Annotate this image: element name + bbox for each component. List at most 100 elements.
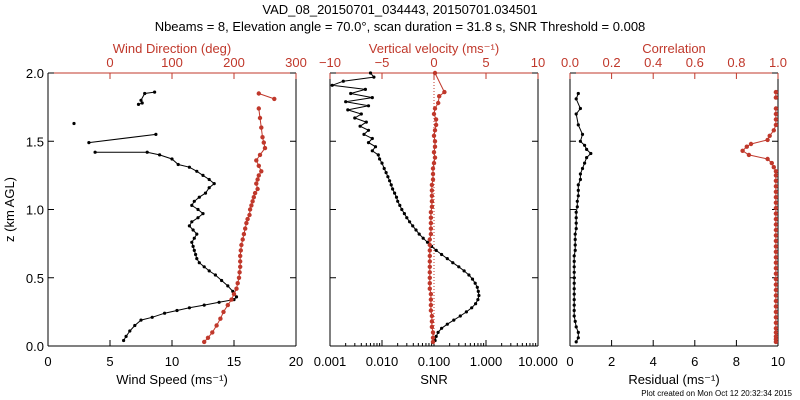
panel3-series1-point: [574, 221, 578, 225]
panel3-series2-point: [773, 227, 779, 233]
panel3-series2-point: [773, 122, 779, 128]
panel1-top-tick-label: 0: [106, 55, 113, 70]
panel2-series1-point: [477, 293, 481, 298]
panel1-series1-point: [143, 91, 147, 96]
panel3-series2-point: [771, 165, 776, 170]
panel1-top-tick-label: 200: [223, 55, 245, 70]
panel1-series2-point: [252, 190, 258, 196]
panel2-series1-point: [464, 310, 468, 314]
panel3-series2-point: [773, 117, 779, 122]
panel2-series2-point: [427, 270, 432, 275]
panel2-series1-point: [394, 195, 399, 199]
panel3-series1-point: [572, 270, 576, 274]
panel1-series1-point: [154, 132, 158, 136]
panel1-series1-point: [191, 244, 195, 248]
panel3-series1-point: [572, 265, 576, 269]
panel1-series1-point: [176, 162, 180, 167]
panel3-series1-point: [578, 177, 583, 182]
panel1-series2-point: [260, 135, 265, 140]
panel3-series2-point: [773, 315, 779, 320]
panel2-series1-point: [408, 220, 412, 224]
panel3-series1-point: [576, 188, 580, 192]
panel2-series2-point: [427, 281, 432, 286]
panel2-top-axis-label: Vertical velocity (ms⁻¹): [369, 41, 499, 56]
panel2-series2-point: [429, 313, 435, 319]
panel1-series1-point: [226, 284, 230, 288]
panel2-series1-point: [421, 236, 425, 240]
plot-footer: Plot created on Mon Oct 12 20:32:34 2015: [641, 389, 792, 398]
panel1-series2-point: [247, 212, 252, 218]
panel2-series2-point: [432, 139, 438, 144]
panel1-series2-point: [256, 173, 261, 178]
ytick-label: 2.0: [26, 66, 44, 81]
panel2-series1-point: [380, 161, 384, 165]
panel1-series2-point: [214, 323, 219, 328]
ytick-label: 1.0: [26, 203, 44, 218]
panel3-top-axis-label: Correlation: [642, 41, 706, 56]
panel2-series2-point: [430, 335, 436, 340]
panel1-series2-point: [210, 330, 215, 335]
panel2-series1-point: [458, 314, 462, 318]
panel2-series2-point: [430, 177, 436, 182]
panel3-series1-point: [572, 308, 576, 313]
panel1-series1-point: [158, 153, 162, 157]
panel2-series1-point: [366, 128, 371, 132]
panel3-series1-point: [576, 194, 580, 198]
panel1-series1-point: [87, 141, 91, 145]
panel3-bottom-tick-label: 8: [733, 354, 740, 369]
panel1-bottom-tick-label: 0: [44, 354, 51, 369]
panel2-series2-point: [428, 297, 434, 302]
panel2-series2-point: [437, 94, 442, 99]
panel3-series2-point: [773, 169, 779, 174]
panel2-series1-point: [384, 171, 388, 175]
panel1-series1-point: [212, 182, 216, 186]
panel1-series1-point: [217, 300, 221, 304]
panel1-series1-point: [139, 98, 143, 102]
panel1-series2-point: [202, 339, 207, 345]
panel2-series2-point: [428, 226, 434, 231]
panel2-series2-point: [429, 188, 435, 193]
panel3-top-tick-label: 0.2: [603, 55, 621, 70]
panel1-series1-point: [187, 224, 191, 228]
panel1-series2-point: [241, 231, 247, 237]
panel1-series2-point: [231, 291, 237, 297]
panel2-series1-point: [396, 199, 400, 203]
panel1-series1-point: [153, 90, 157, 94]
panel2-series1-point: [457, 265, 461, 269]
panel1-series2-point: [234, 286, 239, 291]
panel2-series1-point: [353, 116, 357, 120]
panel3-series1-point: [576, 183, 580, 187]
panel1-series1-point: [220, 278, 224, 283]
panel3-series1-point: [585, 156, 589, 160]
panel3-series1-point: [585, 147, 589, 151]
ytick-label: 0.0: [26, 339, 44, 354]
panel3-series2-point: [773, 282, 779, 287]
panel3-series2-point: [765, 137, 770, 143]
panel1-top-tick-label: 300: [285, 55, 307, 70]
panel3-series1-point: [576, 330, 580, 334]
panel2-series2-point: [431, 111, 437, 117]
panel3-series1-point: [572, 292, 576, 296]
panel1-series2-point: [259, 125, 264, 130]
panel3-series1-point: [578, 139, 583, 143]
panel3-series2-point: [773, 255, 779, 260]
panel1-series1-point: [203, 191, 208, 195]
panel3-series1-point: [574, 210, 578, 214]
panel1-series1-point: [192, 199, 196, 203]
panel1-series1-point: [128, 329, 132, 333]
panel1-series2-point: [238, 259, 243, 264]
panel3-series1-point: [573, 248, 577, 252]
panel3-series1-point: [578, 172, 583, 176]
panel2-series2-point: [427, 264, 432, 269]
panel2-series2-point: [433, 117, 439, 122]
panel3-bottom-tick-label: 0: [566, 354, 573, 369]
panel3-series1-point: [580, 166, 585, 171]
panel3-bottom-tick-label: 6: [691, 354, 698, 369]
panel2-series1-point: [344, 100, 348, 104]
panel1-series2-point: [240, 237, 245, 242]
panel1-series1-point: [196, 216, 200, 220]
panel3-series2-point: [773, 244, 779, 249]
panel1-series2-point: [235, 281, 240, 286]
panel3-series2-point: [773, 339, 779, 345]
panel2-series1-point: [358, 124, 362, 128]
